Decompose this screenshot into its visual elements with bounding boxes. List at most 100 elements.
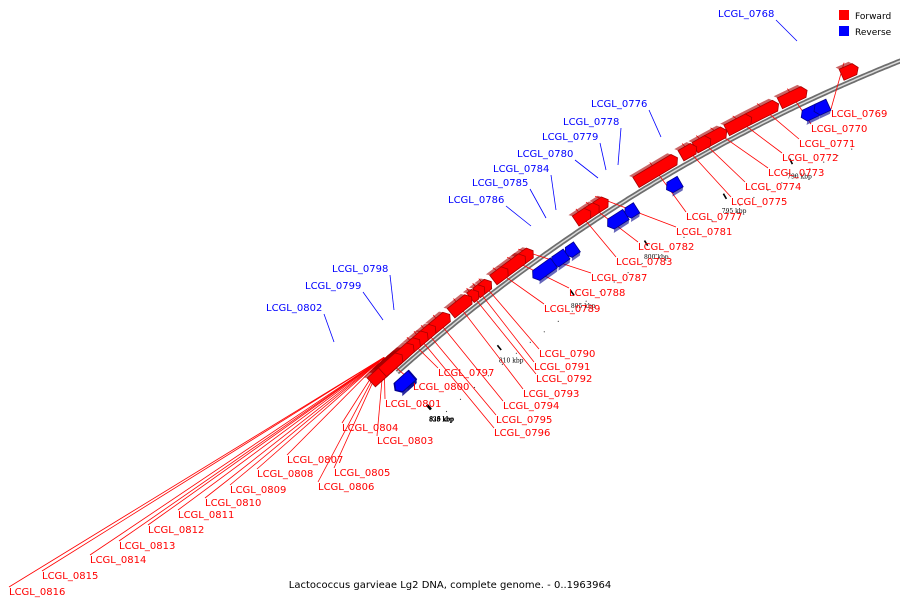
forward-gene-label: LCGL_0800	[413, 382, 469, 393]
minor-dot	[599, 290, 601, 293]
forward-gene-label: LCGL_0807	[287, 455, 343, 466]
leader-line	[204, 357, 385, 499]
forward-gene-label: LCGL_0809	[230, 485, 286, 496]
major-tick	[722, 193, 728, 200]
leader-line	[466, 287, 537, 375]
leader-line	[775, 19, 798, 42]
legend-forward-swatch	[839, 10, 849, 20]
leader-line	[599, 142, 607, 171]
leader-line	[362, 291, 384, 321]
forward-gene-label: LCGL_0812	[148, 525, 204, 536]
tick-label: 795 kbp	[722, 208, 747, 215]
minor-dot	[445, 410, 448, 413]
leader-line	[41, 357, 385, 572]
forward-gene-label: LCGL_0790	[539, 349, 595, 360]
tick-label: 830 kbp	[429, 417, 454, 424]
forward-gene-label: LCGL_0795	[496, 415, 552, 426]
leader-line	[147, 357, 385, 526]
minor-dot	[459, 398, 462, 400]
forward-gene-label: LCGL_0815	[42, 571, 98, 582]
reverse-gene-label: LCGL_0798	[332, 264, 388, 275]
forward-gene	[589, 195, 609, 213]
forward-gene-label: LCGL_0811	[178, 510, 234, 521]
forward-gene-label: LCGL_0793	[523, 389, 579, 400]
tick-label: 825 kbp	[429, 417, 454, 424]
forward-gene-label: LCGL_0781	[676, 227, 732, 238]
forward-gene-label: LCGL_0797	[438, 368, 494, 379]
forward-gene-label: LCGL_0789	[544, 304, 600, 315]
reverse-gene	[394, 370, 417, 396]
leader-line	[389, 274, 395, 311]
minor-dot	[809, 168, 811, 170]
forward-gene-label: LCGL_0794	[503, 401, 559, 412]
minor-dot	[683, 236, 685, 238]
genome-backbone	[395, 58, 900, 375]
forward-gene-label: LCGL_0787	[591, 273, 647, 284]
forward-gene	[443, 294, 473, 319]
reverse-gene	[607, 208, 630, 233]
major-tick	[496, 344, 502, 351]
minor-dot	[641, 262, 643, 265]
minor-dot	[487, 375, 489, 377]
forward-gene-label: LCGL_0772	[782, 153, 838, 164]
forward-gene-label: LCGL_0801	[385, 399, 441, 410]
forward-gene-label: LCGL_0775	[731, 197, 787, 208]
forward-gene	[374, 352, 404, 378]
minor-dot	[739, 204, 741, 206]
major-tick	[788, 158, 794, 165]
minor-dot	[557, 320, 559, 322]
minor-dot	[571, 310, 573, 312]
reverse-gene-label: LCGL_0799	[305, 281, 361, 292]
forward-gene-label: LCGL_0792	[536, 374, 592, 385]
minor-dot	[669, 245, 671, 247]
leader-line	[229, 357, 385, 486]
tick-label: 810 kbp	[499, 358, 524, 365]
leader-line	[617, 127, 622, 166]
major-tick	[426, 404, 432, 411]
minor-dot	[585, 300, 587, 302]
forward-gene	[568, 207, 592, 227]
leader-line	[413, 330, 495, 429]
gene-features	[363, 61, 859, 397]
leader-line	[574, 159, 599, 179]
forward-gene	[485, 265, 509, 286]
minor-dot	[543, 331, 545, 333]
forward-gene-label: LCGL_0788	[569, 288, 625, 299]
forward-gene-label: LCGL_0813	[119, 541, 175, 552]
minor-dot	[529, 341, 531, 343]
reverse-gene-label: LCGL_0785	[472, 178, 528, 189]
minor-dot	[711, 220, 713, 222]
tick-label: 790 kbp	[787, 173, 812, 180]
major-tick	[426, 403, 432, 410]
legend-reverse-swatch	[839, 26, 849, 36]
leader-line	[648, 109, 662, 138]
leader-line	[529, 188, 547, 219]
forward-gene-label: LCGL_0770	[811, 124, 867, 135]
leader-line	[505, 205, 532, 227]
minor-dot	[627, 272, 629, 274]
forward-gene-label: LCGL_0803	[377, 436, 433, 447]
genome-caption: Lactococcus garvieae Lg2 DNA, complete g…	[289, 580, 611, 591]
minor-dot	[837, 154, 839, 157]
forward-gene-label: LCGL_0769	[831, 109, 887, 120]
minor-dot	[851, 148, 853, 150]
leader-line	[420, 324, 497, 416]
forward-gene-label: LCGL_0773	[768, 168, 824, 179]
reverse-gene	[624, 202, 641, 222]
minor-dot	[795, 175, 797, 177]
leader-line	[89, 357, 385, 556]
leader-line	[432, 314, 504, 402]
reverse-gene-label: LCGL_0802	[266, 303, 322, 314]
minor-dot	[501, 363, 503, 365]
tick-label: 815 kbp	[430, 416, 455, 423]
reverse-gene-label: LCGL_0779	[542, 132, 598, 143]
major-ticks: 790 kbp 795 kbp 800 kbp 805 kbp 810 kbp 815 k…	[426, 158, 812, 424]
leader-line	[550, 174, 557, 211]
minor-dot	[655, 254, 657, 256]
minor-tick-dots	[438, 148, 853, 420]
tick-label: 800 kbp	[644, 254, 669, 261]
leader-line	[118, 357, 385, 542]
reverse-gene-label: LCGL_0784	[493, 164, 549, 175]
tick-label: 835 kbp	[429, 417, 454, 424]
forward-gene	[720, 112, 753, 137]
